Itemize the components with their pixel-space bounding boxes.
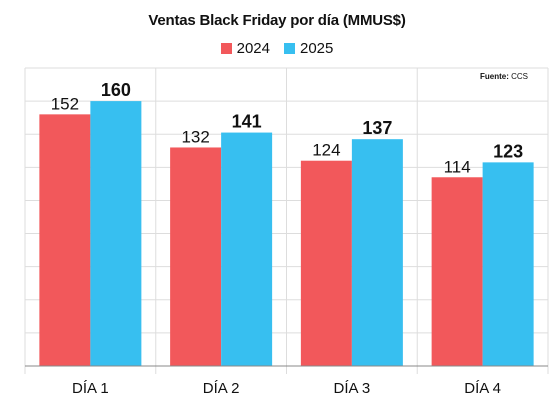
data-label-2025-1: 160: [101, 80, 131, 100]
bar-2024-4: [431, 177, 483, 366]
legend-swatch-2025: [284, 43, 295, 54]
legend-item-2024: 2024: [220, 40, 270, 57]
data-label-2025-4: 123: [493, 141, 523, 161]
legend-label-2025: 2025: [300, 40, 334, 57]
source-note: Fuente: CCS: [480, 72, 528, 81]
bar-2024-1: [39, 114, 91, 366]
data-label-2025-3: 137: [362, 118, 392, 138]
x-tick-label-3: DÍA 3: [334, 380, 371, 397]
bar-2025-2: [221, 132, 273, 366]
data-label-2024-4: 114: [444, 157, 471, 176]
bar-2024-3: [300, 160, 352, 366]
bar-2025-3: [351, 139, 403, 366]
legend-item-2025: 2025: [284, 40, 333, 57]
x-tick-label-2: DÍA 2: [203, 380, 240, 397]
bar-2025-1: [90, 101, 142, 366]
chart-title: Ventas Black Friday por día (MMUS$): [148, 12, 406, 29]
data-label-2024-3: 124: [312, 141, 340, 160]
bar-2024-2: [170, 147, 222, 366]
legend-swatch-2024: [220, 43, 232, 54]
bar-2025-4: [482, 162, 534, 366]
data-label-2024-2: 132: [181, 127, 209, 146]
data-label-2025-2: 141: [232, 112, 262, 132]
data-label-2024-1: 152: [51, 94, 79, 113]
x-tick-label-1: DÍA 1: [72, 380, 109, 397]
x-tick-label-4: DÍA 4: [464, 380, 501, 397]
source-label: Fuente:: [479, 72, 509, 81]
legend-label-2024: 2024: [236, 40, 270, 57]
legend: 2024 2025: [0, 40, 554, 57]
source-value: CCS: [511, 72, 528, 81]
